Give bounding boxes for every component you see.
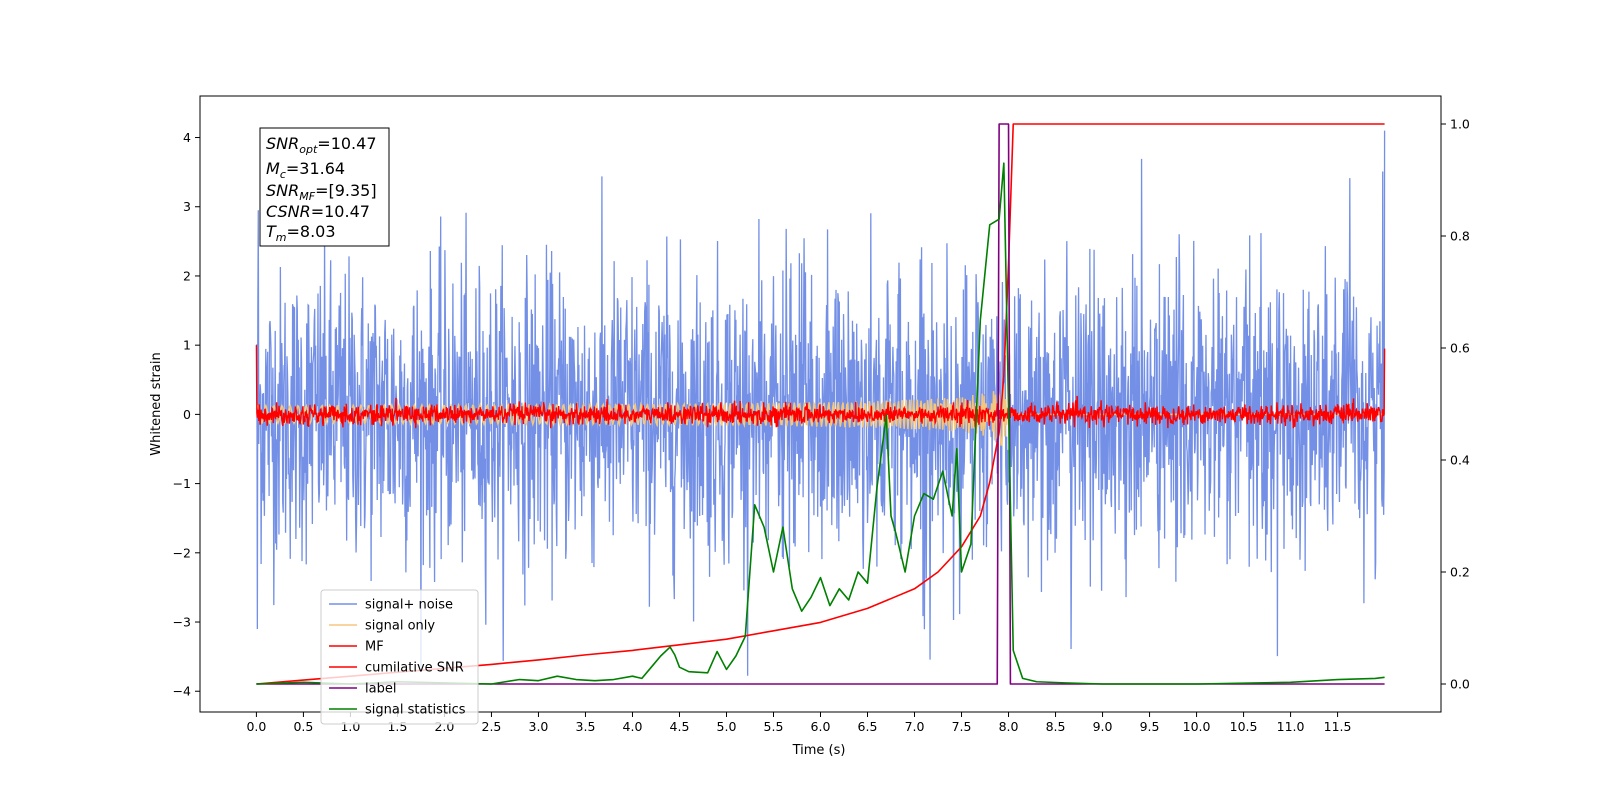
- x-tick-label: 4.0: [623, 719, 643, 734]
- y-axis-right-ticks: 1.0 0.8 0.6 0.4 0.2 0.0: [1441, 117, 1470, 692]
- y-right-tick-label: 0.4: [1450, 453, 1470, 468]
- x-tick-label: 10.5: [1230, 719, 1258, 734]
- annotation-mc: Mc=31.64: [266, 159, 345, 181]
- y-left-tick-label: −1: [173, 476, 191, 491]
- x-tick-label: 5.5: [764, 719, 784, 734]
- y-right-tick-label: 1.0: [1450, 117, 1470, 132]
- legend-frame: [320, 589, 479, 725]
- legend-label: MF: [365, 640, 384, 655]
- legend-label: label: [365, 682, 396, 697]
- annotation-frame: [259, 127, 390, 247]
- legend-label: signal only: [365, 619, 435, 634]
- annotation-tm: Tm=8.03: [266, 222, 336, 244]
- y-left-tick-label: −3: [173, 615, 191, 630]
- series-signal-statistics: [256, 162, 1385, 685]
- x-tick-label: 5.0: [717, 719, 737, 734]
- x-tick-label: 9.5: [1140, 719, 1160, 734]
- x-tick-label: 8.0: [999, 719, 1019, 734]
- series-label: [256, 123, 1385, 685]
- legend-label: signal statistics: [365, 703, 466, 718]
- x-tick-label: 7.5: [952, 719, 972, 734]
- y-axis-left-ticks: 4 3 2 1 0 −1 −2 −3 −4: [173, 130, 200, 699]
- legend-label: signal+ noise: [365, 598, 453, 613]
- x-tick-label: 3.0: [529, 719, 549, 734]
- y-left-tick-label: −4: [173, 684, 191, 699]
- annotation-snr-opt: SNRopt=10.47: [266, 134, 377, 156]
- x-tick-label: 10.0: [1183, 719, 1211, 734]
- legend: signal+ noise signal only MF cumilative SNR…: [320, 589, 479, 725]
- y-right-tick-label: 0.2: [1450, 565, 1470, 580]
- x-tick-label: 7.0: [905, 719, 925, 734]
- x-tick-label: 2.5: [482, 719, 502, 734]
- y-axis-label: Whitened strain: [149, 352, 164, 455]
- y-left-tick-label: 3: [183, 199, 191, 214]
- x-tick-label: 6.5: [858, 719, 878, 734]
- x-axis-label: Time (s): [792, 743, 846, 758]
- y-left-tick-label: 0: [183, 407, 191, 422]
- x-tick-label: 0.0: [246, 719, 266, 734]
- x-tick-label: 6.0: [811, 719, 831, 734]
- y-left-tick-label: 1: [183, 338, 191, 353]
- series-signal-noise: [256, 130, 1386, 676]
- legend-label: cumilative SNR: [365, 661, 464, 676]
- y-left-tick-label: 4: [183, 130, 191, 145]
- annotation-snr-mf: SNRMF=[9.35]: [266, 181, 377, 203]
- y-right-tick-label: 0.0: [1450, 677, 1470, 692]
- y-right-tick-label: 0.6: [1450, 341, 1470, 356]
- x-tick-label: 3.5: [576, 719, 596, 734]
- x-tick-label: 9.0: [1093, 719, 1113, 734]
- x-tick-label: 0.5: [293, 719, 313, 734]
- y-left-tick-label: −2: [173, 545, 191, 560]
- x-tick-label: 4.5: [670, 719, 690, 734]
- y-left-tick-label: 2: [183, 268, 191, 283]
- series-mf: [255, 345, 1386, 429]
- annotation-box: SNRopt=10.47 Mc=31.64 SNRMF=[9.35] CSNR=…: [259, 127, 390, 247]
- x-tick-label: 11.5: [1324, 719, 1352, 734]
- annotation-csnr: CSNR=10.47: [266, 202, 370, 221]
- x-tick-label: 8.5: [1046, 719, 1066, 734]
- y-right-tick-label: 0.8: [1450, 229, 1470, 244]
- x-tick-label: 11.0: [1277, 719, 1305, 734]
